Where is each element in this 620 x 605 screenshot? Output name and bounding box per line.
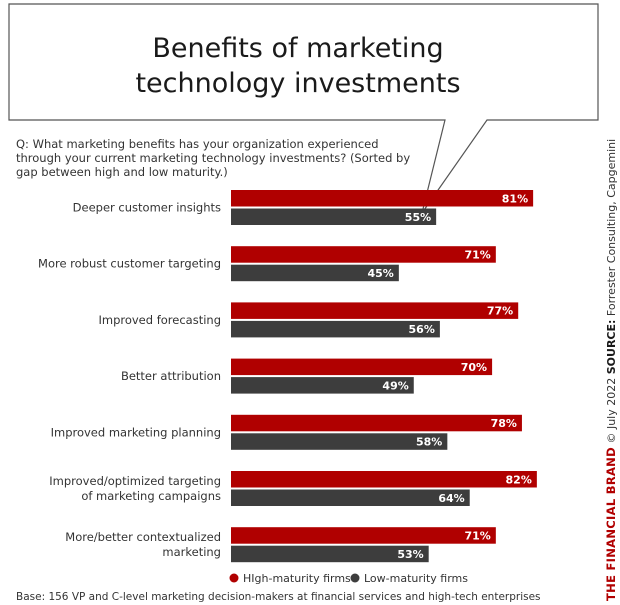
bar-high-4	[231, 358, 493, 376]
brand-logo-text: THE FINANCIAL BRAND	[604, 447, 618, 601]
bar-low-6	[231, 489, 470, 506]
category-label-6-line-1: Improved/optimized targeting	[49, 474, 221, 488]
value-label-low-4: 49%	[382, 379, 408, 392]
category-label-3: Improved forecasting	[98, 313, 221, 327]
value-label-low-2: 45%	[368, 267, 394, 280]
side-credit: THE FINANCIAL BRAND © July 2022 SOURCE: …	[604, 139, 618, 601]
chart-title-line-1: Benefits of marketing	[152, 33, 443, 64]
bar-low-7	[231, 545, 429, 563]
bar-low-5	[231, 433, 448, 450]
bar-low-4	[231, 377, 414, 394]
legend: HIgh-maturity firms Low-maturity firms	[229, 572, 468, 585]
bar-high-7	[231, 527, 496, 544]
question-line-3: gap between high and low maturity.)	[16, 165, 228, 179]
source-text: Forrester Consulting, Capgemini	[605, 139, 618, 320]
legend-label-low: Low-maturity firms	[364, 572, 468, 585]
category-label-2: More robust customer targeting	[38, 257, 221, 271]
bar-high-1	[231, 190, 534, 207]
bar-high-6	[231, 471, 537, 488]
legend-marker-high	[229, 573, 239, 583]
legend-marker-low	[350, 573, 360, 583]
value-label-low-3: 56%	[409, 323, 435, 336]
bar-high-2	[231, 246, 496, 263]
category-label-7-line-1: More/better contextualized	[65, 530, 221, 544]
bar-high-5	[231, 414, 522, 432]
bar-low-2	[231, 264, 399, 282]
value-label-low-5: 58%	[416, 436, 442, 449]
category-label-1: Deeper customer insights	[73, 201, 221, 215]
value-label-low-6: 64%	[438, 492, 464, 505]
bar-low-1	[231, 208, 437, 225]
bars-layer: 81% 55% Deeper customer insights 71% 45% More…	[38, 190, 537, 563]
title-speech-bubble	[8, 3, 599, 214]
value-label-low-7: 53%	[397, 548, 423, 561]
side-credit-date: © July 2022	[605, 374, 618, 447]
bar-low-3	[231, 320, 440, 338]
value-label-high-6: 82%	[506, 473, 532, 486]
question-line-1: Q: What marketing benefits has your orga…	[16, 137, 379, 151]
value-label-high-7: 71%	[464, 529, 490, 542]
value-label-high-1: 81%	[502, 192, 528, 205]
value-label-high-3: 77%	[487, 305, 513, 318]
value-label-high-5: 78%	[491, 417, 517, 430]
chart-title-line-2: technology investments	[135, 68, 460, 99]
legend-label-high: HIgh-maturity firms	[243, 572, 351, 585]
value-label-high-2: 71%	[464, 248, 490, 261]
category-label-7-line-2: marketing	[162, 545, 221, 559]
value-label-high-4: 70%	[461, 361, 487, 374]
base-note: Base: 156 VP and C-level marketing decis…	[16, 591, 541, 603]
source-label: SOURCE:	[605, 320, 618, 375]
value-label-low-1: 55%	[405, 211, 431, 224]
bar-high-3	[231, 302, 519, 319]
category-label-4: Better attribution	[121, 369, 221, 383]
question-line-2: through your current marketing technolog…	[16, 151, 410, 165]
category-label-5: Improved marketing planning	[51, 425, 221, 439]
category-label-6-line-2: of marketing campaigns	[81, 489, 221, 503]
